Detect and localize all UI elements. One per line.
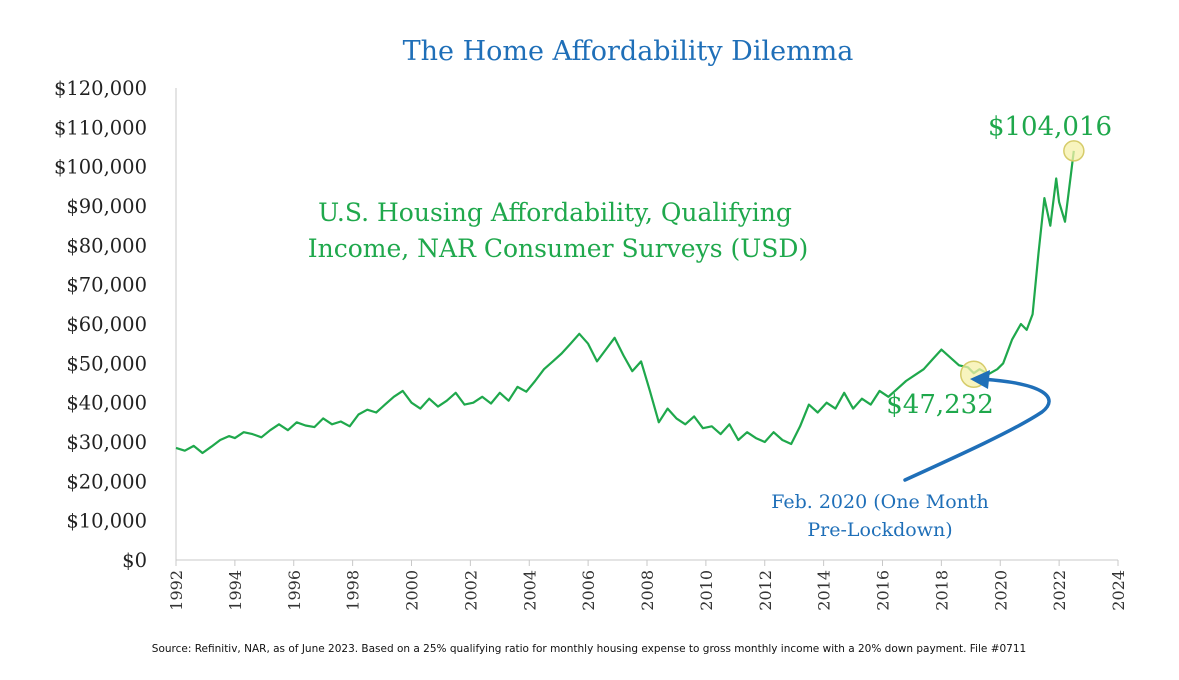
y-tick-label: $50,000 <box>66 352 147 375</box>
x-tick-label: 1998 <box>344 570 363 611</box>
x-tick-label: 2010 <box>697 570 716 611</box>
annotation-note-line-1: Feb. 2020 (One Month <box>771 491 989 513</box>
x-axis: 1992 1994 1996 1998 2000 2002 2004 2006 2008 2010… <box>167 560 1128 611</box>
x-tick-label: 2012 <box>756 570 775 611</box>
x-tick-label: 2018 <box>932 570 951 611</box>
y-tick-label: $0 <box>122 549 147 572</box>
y-tick-label: $90,000 <box>66 195 147 218</box>
y-tick-label: $100,000 <box>54 156 147 179</box>
y-tick-label: $70,000 <box>66 274 147 297</box>
x-tick-label: 2014 <box>815 570 834 611</box>
annotation-arrow <box>903 377 1051 482</box>
y-tick-label: $20,000 <box>66 470 147 493</box>
x-tick-label: 1992 <box>167 570 186 611</box>
annotation-arrow-head <box>970 370 990 389</box>
x-tick-label: 2002 <box>461 570 480 611</box>
x-tick-label: 2008 <box>638 570 657 611</box>
x-tick-label: 2024 <box>1109 570 1128 611</box>
x-tick-label: 2004 <box>520 570 539 611</box>
chart-title: The Home Affordability Dilemma <box>403 36 854 67</box>
x-tick-label: 2020 <box>991 570 1010 611</box>
annotation-note: Feb. 2020 (One Month Pre-Lockdown) <box>771 491 989 541</box>
feb-2020-value-label: $47,232 <box>886 390 994 420</box>
y-tick-label: $10,000 <box>66 510 147 533</box>
y-tick-label: $80,000 <box>66 234 147 257</box>
y-axis: $0 $10,000 $20,000 $30,000 $40,000 $50,000 $60… <box>54 77 147 572</box>
x-tick-label: 1994 <box>226 570 245 611</box>
x-tick-label: 2006 <box>579 570 598 611</box>
y-tick-label: $40,000 <box>66 392 147 415</box>
y-tick-label: $110,000 <box>54 116 147 139</box>
y-tick-label: $120,000 <box>54 77 147 100</box>
x-tick-label: 2016 <box>874 570 893 611</box>
series-line-qualifying-income <box>175 150 1075 455</box>
x-tick-label: 2000 <box>403 570 422 611</box>
y-tick-label: $60,000 <box>66 313 147 336</box>
x-tick-label: 2022 <box>1050 570 1069 611</box>
y-tick-label: $30,000 <box>66 431 147 454</box>
x-tick-label: 1996 <box>285 570 304 611</box>
series-label-line-1: U.S. Housing Affordability, Qualifying <box>318 198 792 227</box>
marker-latest-value <box>1063 140 1085 162</box>
latest-value-label: $104,016 <box>988 112 1112 142</box>
annotation-note-line-2: Pre-Lockdown) <box>807 519 952 541</box>
series-label: U.S. Housing Affordability, Qualifying I… <box>308 198 808 263</box>
source-note: Source: Refinitiv, NAR, as of June 2023.… <box>152 643 1026 655</box>
series-label-line-2: Income, NAR Consumer Surveys (USD) <box>308 234 808 263</box>
